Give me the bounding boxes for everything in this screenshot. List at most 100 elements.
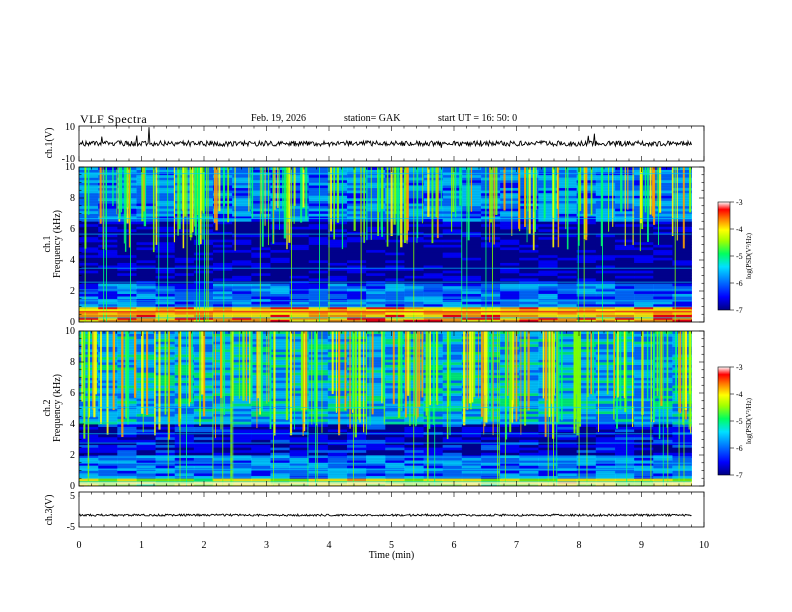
ch1-sferic — [178, 167, 181, 230]
ch2-cell — [366, 439, 386, 443]
ch2-cell — [480, 369, 501, 373]
ch1-cell — [346, 210, 367, 214]
ch1-cell — [270, 192, 291, 196]
ch2-cell — [308, 400, 329, 404]
ch1-cell — [366, 182, 386, 186]
ch1-sferic — [620, 167, 623, 213]
ch1-cell — [480, 234, 501, 238]
ch2-cell — [404, 418, 425, 422]
ch1-cell — [404, 210, 425, 214]
ch1-sferic — [105, 167, 107, 251]
ch2-cell — [327, 449, 348, 453]
ch1-cell — [117, 262, 137, 266]
ch1-cell — [79, 265, 99, 269]
ch2-cell — [480, 452, 501, 456]
ch1-cell — [423, 278, 444, 282]
ch2-cell — [308, 473, 329, 477]
ch1-cell — [308, 291, 329, 294]
ch2-cell — [385, 369, 405, 373]
ch1-cell — [155, 249, 176, 253]
ch1-cell — [79, 236, 99, 240]
ch1-cell — [212, 234, 233, 238]
ch1-cell — [251, 262, 271, 266]
ch1-cell — [519, 247, 539, 251]
ch2-cell — [289, 436, 310, 440]
ch2-cell — [595, 455, 616, 458]
ch1-cell — [98, 203, 118, 207]
ch2-cell — [289, 416, 310, 420]
ch1-cell — [634, 234, 654, 238]
ch1-cell — [538, 229, 559, 232]
ch1-cell — [346, 218, 367, 222]
ch1-cell — [442, 270, 463, 274]
ch2-cell — [366, 354, 386, 358]
ch1-cell — [155, 177, 176, 181]
ch1-cell — [653, 213, 673, 217]
ch1-cell — [653, 285, 673, 289]
ch1-cell — [480, 252, 501, 256]
ch2-cell — [174, 444, 195, 448]
ch1-cell — [538, 283, 559, 287]
ch2-cell — [232, 374, 252, 378]
ch2-cell — [557, 408, 578, 412]
ch1-cell — [289, 257, 310, 261]
ch1-cell — [346, 278, 367, 282]
ch2-cell — [155, 413, 176, 417]
ch2-sferic — [415, 331, 417, 427]
ch2-cell — [557, 460, 578, 464]
ch1-cell — [136, 179, 157, 183]
ch1-cell — [634, 316, 654, 320]
ch2-cell — [557, 465, 578, 469]
ch1-cell — [212, 262, 233, 266]
ch2-cell — [366, 390, 386, 394]
ch2-cell — [232, 398, 252, 402]
ch2-cell — [461, 444, 482, 448]
ch1-cell — [136, 216, 157, 220]
ch2-cell — [557, 424, 578, 427]
ch2-cell — [270, 416, 291, 420]
ch2-cell — [576, 465, 597, 469]
ch1-cell — [289, 190, 310, 194]
ch1-cell — [174, 316, 195, 320]
ch2-cell — [308, 478, 329, 482]
ch1-cell — [251, 187, 271, 191]
ch1-cell — [308, 252, 329, 256]
ch2-cell — [327, 444, 348, 448]
ch2-cell — [423, 442, 444, 446]
ch2-cell — [595, 429, 616, 433]
ch2-cell — [327, 452, 348, 456]
ch1-cell — [232, 249, 252, 253]
ch2-cell — [193, 436, 214, 440]
ch1-cell — [634, 249, 654, 253]
ch2-spike — [413, 331, 415, 486]
ch2-cell — [174, 359, 195, 363]
ch1-cell — [634, 303, 654, 307]
ch2-cell — [117, 470, 137, 474]
ch2-cell — [519, 455, 539, 458]
ch2-cell — [346, 444, 367, 448]
ch2-sferic — [550, 331, 553, 404]
ch1-cell — [136, 285, 157, 289]
ch2-cell — [98, 465, 118, 469]
ch1-cell — [251, 314, 271, 318]
ch2-cell — [174, 354, 195, 358]
ch1-cell — [79, 267, 99, 271]
spectrogram-ylabel-frequency: Frequency (kHz) — [52, 374, 63, 442]
ch2-cell — [366, 465, 386, 469]
ch2-cell — [404, 455, 425, 458]
ch1-cell — [634, 223, 654, 227]
ch1-cell — [212, 252, 233, 256]
ch2-sferic — [417, 331, 419, 418]
ch2-cell — [366, 470, 386, 474]
ch1-cell — [308, 239, 329, 243]
ch2-sferic — [487, 331, 490, 415]
ch1-cell — [289, 185, 310, 189]
ch1-cell — [442, 223, 463, 227]
ch1-cell — [672, 174, 692, 178]
ch2-cell — [634, 377, 654, 381]
ch1-sferic — [202, 167, 205, 214]
ch1-cell — [423, 213, 444, 217]
ch2-cell — [366, 385, 386, 389]
ch2-cell — [346, 478, 367, 482]
ch1-cell — [289, 252, 310, 256]
